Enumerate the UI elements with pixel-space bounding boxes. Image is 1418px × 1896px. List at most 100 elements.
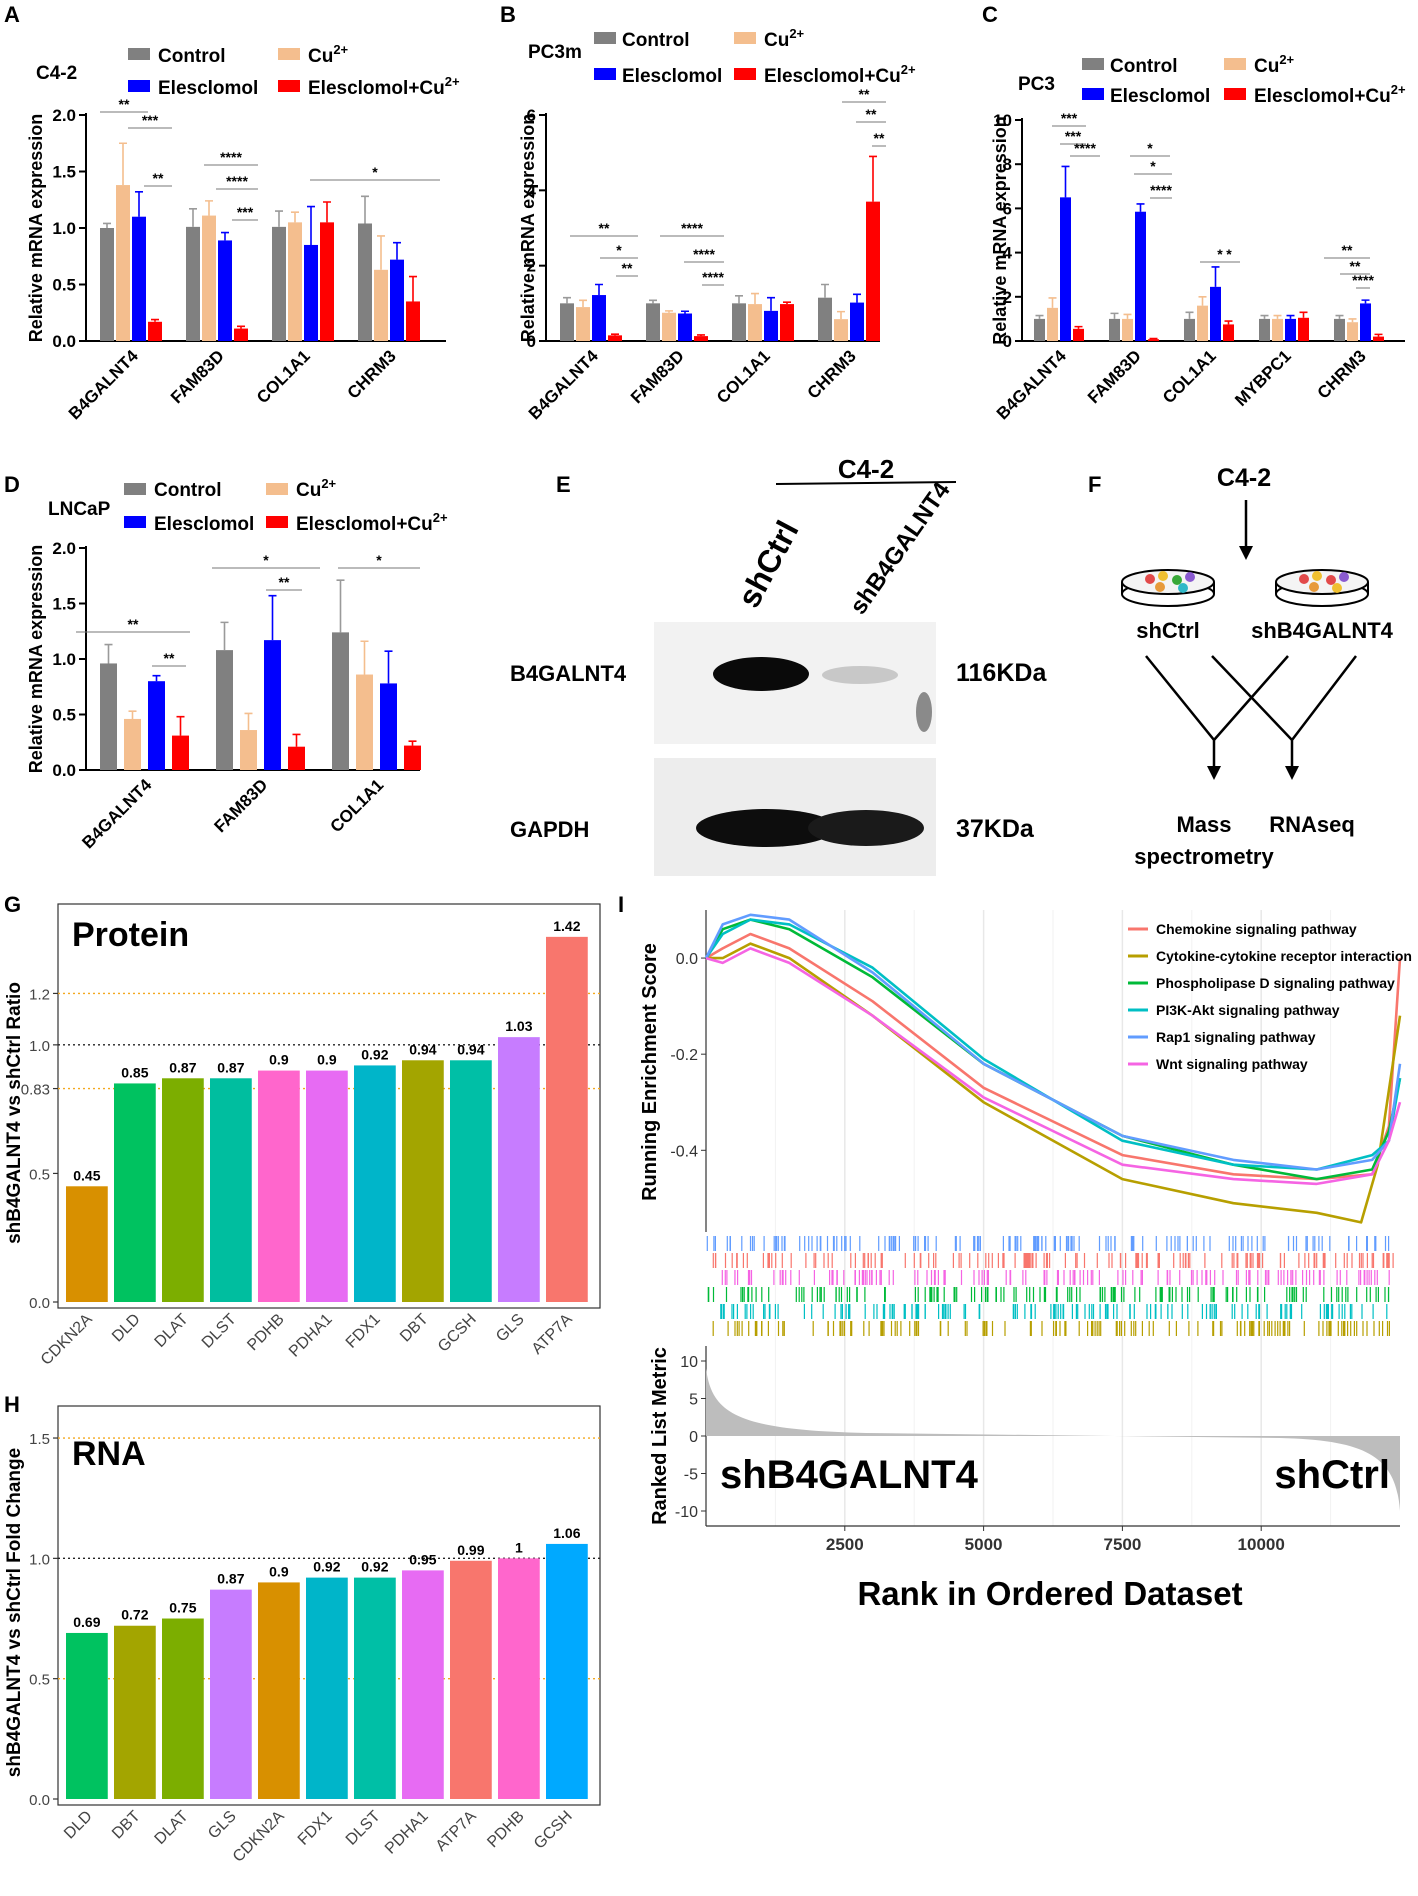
- y-tick-label: 0.0: [29, 1295, 50, 1312]
- error-bar: [1224, 320, 1233, 325]
- chart-a: C4-2 0.0 0.5 1.0 1.5 2.0 Relative mRNA express…: [26, 63, 446, 423]
- x-tick-label: 10000: [1238, 1535, 1285, 1554]
- output-rnaseq: RNAseq: [1269, 812, 1355, 837]
- legend-label-eles: Elesclomol: [154, 514, 254, 535]
- legend-swatch-control: [594, 32, 616, 44]
- error-bar: [1048, 297, 1057, 308]
- bar-g: [306, 1070, 348, 1302]
- bar-c: [1109, 318, 1120, 341]
- cell: [1339, 572, 1349, 582]
- y-axis-label: Relative mRNA expression: [518, 114, 538, 342]
- bar-c: [1148, 339, 1159, 341]
- error-bar: [649, 299, 657, 304]
- value-label: 0.94: [409, 1041, 436, 1057]
- cell: [1158, 571, 1168, 581]
- group-label-left: shB4GALNT4: [720, 1453, 979, 1497]
- x-tick-label: GCSH: [531, 1808, 576, 1853]
- cell: [1309, 582, 1319, 592]
- error-bar: [176, 715, 185, 736]
- x-tick-label: CHRM3: [804, 346, 860, 402]
- panel-label-h: H: [4, 1392, 20, 1417]
- x-tick-label: FAM83D: [627, 346, 688, 407]
- legend-label: Wnt signaling pathway: [1156, 1056, 1308, 1072]
- error-bar: [563, 296, 571, 304]
- error-bar: [151, 318, 159, 322]
- y-tick-label: 2: [527, 257, 536, 276]
- bar-b: [732, 303, 746, 341]
- legend-label-elescu-text: Elesclomol+Cu: [764, 66, 901, 87]
- error-bar: [205, 200, 213, 216]
- x-tick-label: DLST: [199, 1311, 240, 1352]
- significance-label: *: [616, 242, 622, 258]
- plot-frame: [57, 903, 601, 1309]
- bar-c: [1184, 318, 1195, 341]
- bar-c: [1122, 318, 1133, 341]
- chart-title: LNCaP: [48, 499, 111, 520]
- x-tick-label: PDHA1: [382, 1808, 432, 1858]
- legend-label-cu: Cu2+: [308, 42, 349, 67]
- bar-c: [1210, 286, 1221, 341]
- legend-label-cu: Cu2+: [1254, 52, 1295, 77]
- legend-swatch-cu: [1224, 58, 1246, 70]
- legend-swatch-cu: [734, 32, 756, 44]
- bar-d: [216, 650, 233, 770]
- error-bar: [291, 211, 299, 223]
- legend-d: Control Cu2+ Elesclomol Elesclomol+Cu2+: [124, 476, 448, 535]
- bar-a: [304, 244, 318, 341]
- bar-d: [172, 735, 189, 770]
- bar-h: [306, 1577, 348, 1799]
- bar-g: [258, 1070, 300, 1302]
- panel-label-c: C: [982, 2, 998, 27]
- error-bar: [244, 712, 253, 731]
- legend-label: Phospholipase D signaling pathway: [1156, 975, 1395, 991]
- panel-label-d: D: [4, 472, 20, 497]
- legend-label-elescu: Elesclomol+Cu2+: [296, 510, 448, 535]
- bar-b: [834, 319, 848, 341]
- bar-g: [114, 1083, 156, 1302]
- error-bar: [1299, 311, 1308, 318]
- bar-c: [1272, 318, 1283, 341]
- bar-b: [662, 312, 676, 341]
- significance-label: *: [1147, 140, 1153, 156]
- x-tick-label: PDHB: [484, 1808, 527, 1851]
- bar-h: [114, 1625, 156, 1799]
- plot-frame: [57, 1405, 601, 1806]
- significance-label: **: [164, 650, 175, 666]
- bar-h: [258, 1582, 300, 1799]
- bar-b: [780, 304, 794, 341]
- y-tick-label: 0.83: [21, 1082, 50, 1099]
- bar-d: [264, 640, 281, 770]
- bar-g: [354, 1065, 396, 1302]
- petri-dish-shb4galnt4: [1275, 569, 1369, 607]
- error-bar: [783, 301, 791, 305]
- significance-label: ****: [693, 246, 715, 262]
- value-label: 0.72: [121, 1607, 148, 1623]
- error-bar: [837, 310, 845, 320]
- x-tick-label: DBT: [109, 1808, 144, 1843]
- y-tick-label: 0: [689, 1429, 698, 1446]
- bar-b: [608, 335, 622, 341]
- error-bar: [1348, 318, 1357, 323]
- cell: [1299, 574, 1309, 584]
- error-bar: [104, 643, 113, 664]
- x-tick-label: CHRM3: [344, 346, 400, 402]
- legend-swatch-cu: [266, 483, 288, 495]
- significance-label: **: [128, 616, 139, 632]
- error-bar: [323, 201, 331, 223]
- error-bar: [377, 235, 385, 270]
- blot-band-artifact: [916, 692, 932, 732]
- x-tick-label: FDX1: [343, 1311, 384, 1352]
- error-bar: [1074, 325, 1083, 329]
- y-tick-label: 1.5: [29, 1431, 50, 1448]
- legend-swatch-elescu: [278, 80, 300, 92]
- x-tick-label: COL1A1: [1159, 346, 1220, 407]
- y-tick-label: -5: [684, 1467, 698, 1484]
- error-bar: [275, 210, 283, 227]
- value-label: 1: [515, 1539, 523, 1555]
- bar-g: [402, 1060, 444, 1302]
- legend-b: Control Cu2+ Elesclomol Elesclomol+Cu2+: [594, 26, 916, 87]
- x-tick-label: B4GALNT4: [993, 346, 1070, 423]
- error-bar: [1335, 314, 1344, 319]
- significance-label: ***: [237, 204, 254, 220]
